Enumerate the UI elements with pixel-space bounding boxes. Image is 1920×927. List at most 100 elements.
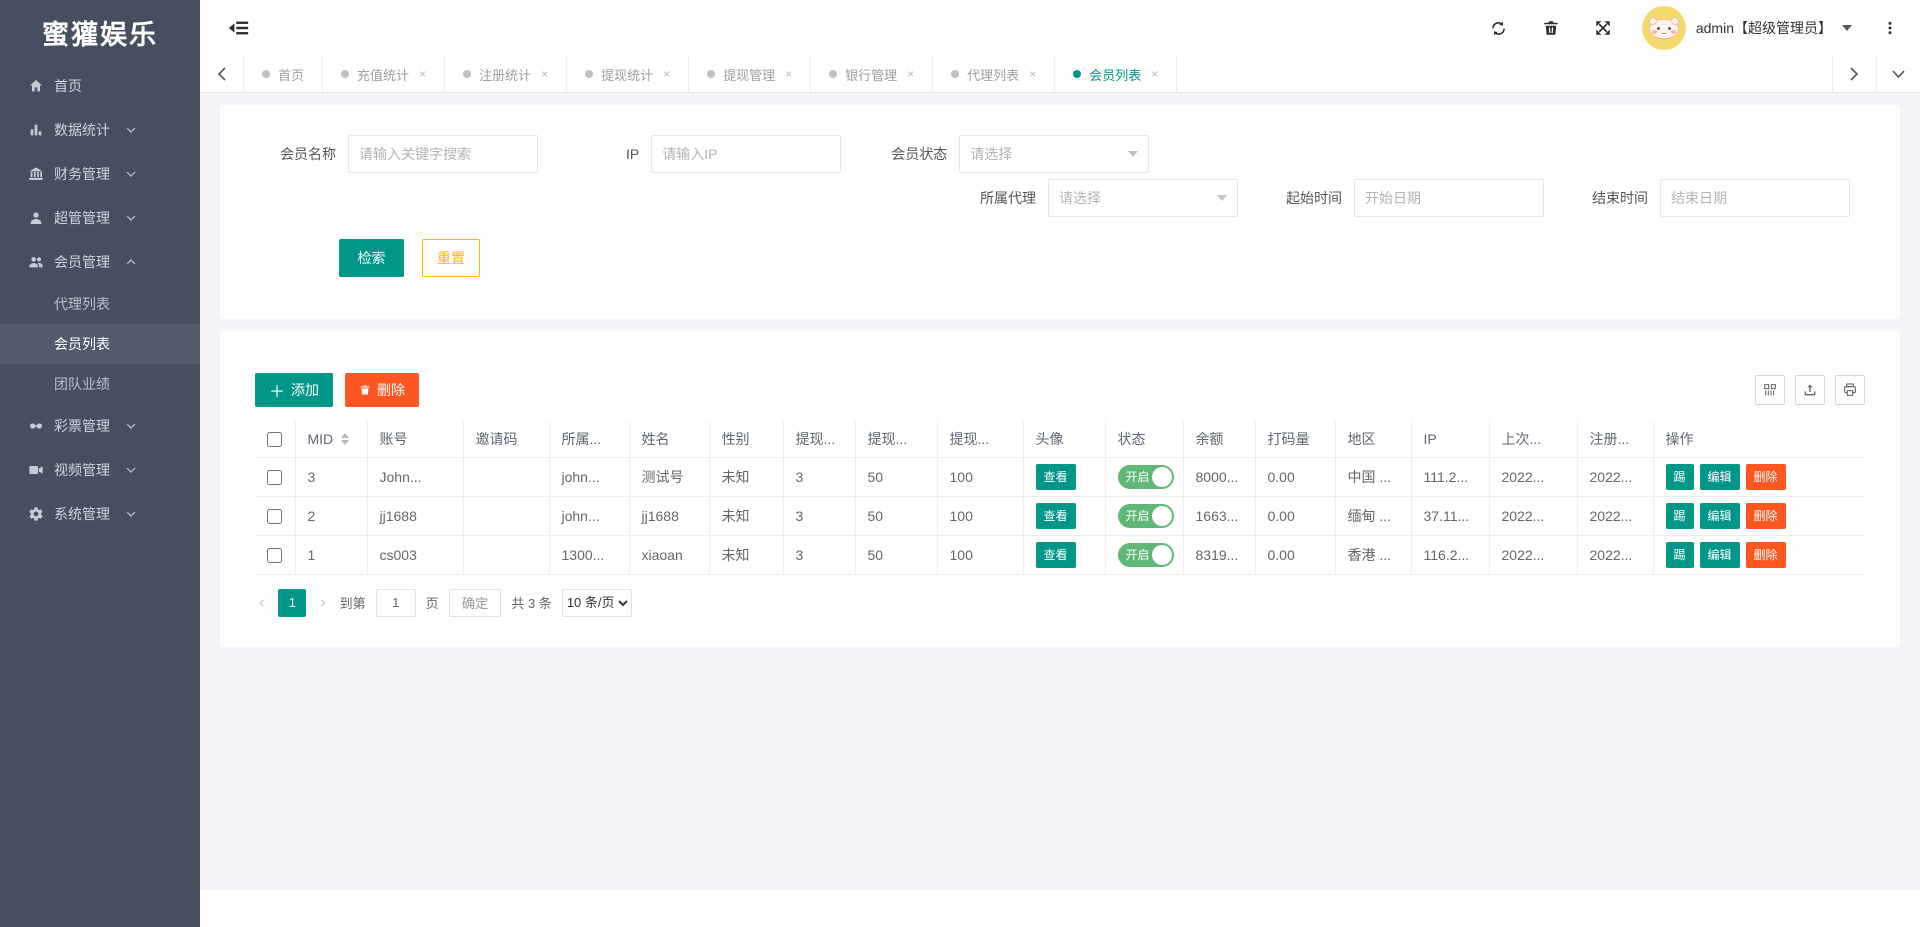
member-table-card: ＋ 添加 删除 xyxy=(220,331,1900,647)
tab-dot-icon xyxy=(829,70,838,78)
chevron-down-icon xyxy=(126,215,136,221)
view-avatar-button[interactable]: 查看 xyxy=(1035,463,1076,490)
tab-member-list[interactable]: 会员列表 × xyxy=(1055,56,1178,92)
page-1-button[interactable]: 1 xyxy=(278,588,307,617)
table-toolbar: ＋ 添加 删除 xyxy=(255,373,1865,407)
end-time-label: 结束时间 xyxy=(1592,190,1648,206)
edit-button[interactable]: 编辑 xyxy=(1699,502,1740,529)
delete-row-button[interactable]: 删除 xyxy=(1745,463,1786,490)
tab-withdraw-manage[interactable]: 提现管理 × xyxy=(689,56,812,92)
sidebar: 蜜獾娱乐 首页 数据统计 财务管理 超管管理 会员管理 代 xyxy=(0,0,200,927)
print-icon-button[interactable] xyxy=(1835,375,1865,405)
plus-icon: ＋ xyxy=(269,384,286,401)
tab-agent-list[interactable]: 代理列表 × xyxy=(933,56,1056,92)
chevron-down-icon xyxy=(126,467,136,473)
sidebar-item-finance[interactable]: 财务管理 xyxy=(0,152,200,196)
toggle-knob xyxy=(1151,505,1172,526)
chevron-up-icon xyxy=(126,259,136,265)
tab-recharge-stats[interactable]: 充值统计 × xyxy=(323,56,446,92)
sidebar-item-lottery[interactable]: 彩票管理 xyxy=(0,404,200,448)
search-button[interactable]: 检索 xyxy=(339,239,404,277)
tab-register-stats[interactable]: 注册统计 × xyxy=(445,56,568,92)
chevron-down-icon xyxy=(126,127,136,133)
more-vertical-icon-button[interactable] xyxy=(1878,15,1902,41)
close-icon[interactable]: × xyxy=(907,67,915,81)
close-icon[interactable]: × xyxy=(541,67,549,81)
close-icon[interactable]: × xyxy=(785,67,793,81)
trash-icon-button[interactable] xyxy=(1538,15,1564,41)
status-toggle[interactable]: 开启 xyxy=(1117,542,1174,567)
sort-icon[interactable] xyxy=(341,432,350,445)
edit-button[interactable]: 编辑 xyxy=(1699,541,1740,568)
video-icon xyxy=(28,462,44,478)
sidebar-subitem-member-list[interactable]: 会员列表 xyxy=(0,324,200,364)
add-button[interactable]: ＋ 添加 xyxy=(255,373,334,407)
tab-withdraw-stats[interactable]: 提现统计 × xyxy=(567,56,690,92)
chevron-down-icon xyxy=(126,423,136,429)
admin-menu[interactable]: admin【超级管理员】 xyxy=(1641,6,1852,50)
start-time-label: 起始时间 xyxy=(1286,190,1342,206)
sidebar-item-system[interactable]: 系统管理 xyxy=(0,492,200,536)
chevron-down-icon xyxy=(126,171,136,177)
sidebar-item-video[interactable]: 视频管理 xyxy=(0,448,200,492)
sidebar-item-superadmin[interactable]: 超管管理 xyxy=(0,196,200,240)
avatar[interactable] xyxy=(1641,6,1686,50)
next-page-button[interactable]: › xyxy=(316,594,329,612)
total-count-label: 共 3 条 xyxy=(511,596,552,611)
status-toggle[interactable]: 开启 xyxy=(1117,464,1174,489)
close-icon[interactable]: × xyxy=(1151,67,1159,81)
sidebar-subitem-team-performance[interactable]: 团队业绩 xyxy=(54,376,110,392)
sidebar-item-members[interactable]: 会员管理 xyxy=(0,240,200,284)
select-all-checkbox[interactable] xyxy=(267,432,283,448)
select-arrow-icon xyxy=(1128,151,1139,157)
close-icon[interactable]: × xyxy=(663,67,671,81)
edit-button[interactable]: 编辑 xyxy=(1699,463,1740,490)
member-status-select[interactable]: 请选择 xyxy=(959,135,1150,173)
chevron-down-icon xyxy=(1842,25,1852,31)
tab-home[interactable]: 首页 xyxy=(244,56,324,92)
tabs-scroll-left-button[interactable] xyxy=(200,56,244,92)
delete-row-button[interactable]: 删除 xyxy=(1745,541,1786,568)
kick-button[interactable]: 踢 xyxy=(1665,463,1694,490)
view-avatar-button[interactable]: 查看 xyxy=(1035,502,1076,529)
end-date-input[interactable] xyxy=(1660,179,1850,217)
row-checkbox[interactable] xyxy=(267,508,283,524)
start-date-input[interactable] xyxy=(1354,179,1544,217)
tab-dot-icon xyxy=(262,70,270,78)
reset-button[interactable]: 重置 xyxy=(422,239,480,277)
status-toggle[interactable]: 开启 xyxy=(1117,503,1174,528)
confirm-page-button[interactable]: 确定 xyxy=(448,588,502,617)
tabs-dropdown-button[interactable] xyxy=(1876,56,1920,92)
view-avatar-button[interactable]: 查看 xyxy=(1035,541,1076,568)
close-icon[interactable]: × xyxy=(419,67,427,81)
page-size-select[interactable]: 10 条/页 xyxy=(561,588,632,617)
export-icon-button[interactable] xyxy=(1795,375,1825,405)
row-checkbox[interactable] xyxy=(267,469,283,485)
kick-button[interactable]: 踢 xyxy=(1665,541,1694,568)
home-icon xyxy=(28,78,44,94)
tab-dot-icon xyxy=(951,70,960,78)
sidebar-item-home[interactable]: 首页 xyxy=(0,64,200,108)
ip-input[interactable] xyxy=(651,135,842,173)
delete-row-button[interactable]: 删除 xyxy=(1745,502,1786,529)
tab-dot-icon xyxy=(341,70,350,78)
delete-button[interactable]: 删除 xyxy=(345,373,420,407)
close-icon[interactable]: × xyxy=(1029,67,1037,81)
filter-columns-icon-button[interactable] xyxy=(1755,375,1785,405)
collapse-sidebar-button[interactable] xyxy=(224,13,254,43)
trash-icon xyxy=(360,385,370,395)
tab-bank-manage[interactable]: 银行管理 × xyxy=(811,56,934,92)
sidebar-item-statistics[interactable]: 数据统计 xyxy=(0,108,200,152)
sidebar-subitem-agent-list[interactable]: 代理列表 xyxy=(54,296,110,312)
row-checkbox[interactable] xyxy=(267,547,283,563)
fullscreen-icon-button[interactable] xyxy=(1590,15,1616,41)
tabs-scroll-right-button[interactable] xyxy=(1832,56,1876,92)
prev-page-button[interactable]: ‹ xyxy=(255,594,268,612)
page-jump-input[interactable] xyxy=(375,588,416,617)
refresh-icon-button[interactable] xyxy=(1485,15,1512,42)
agent-select[interactable]: 请选择 xyxy=(1048,179,1238,217)
member-name-input[interactable] xyxy=(348,135,538,173)
tab-dot-icon xyxy=(585,70,594,78)
users-icon xyxy=(28,254,44,270)
kick-button[interactable]: 踢 xyxy=(1665,502,1694,529)
